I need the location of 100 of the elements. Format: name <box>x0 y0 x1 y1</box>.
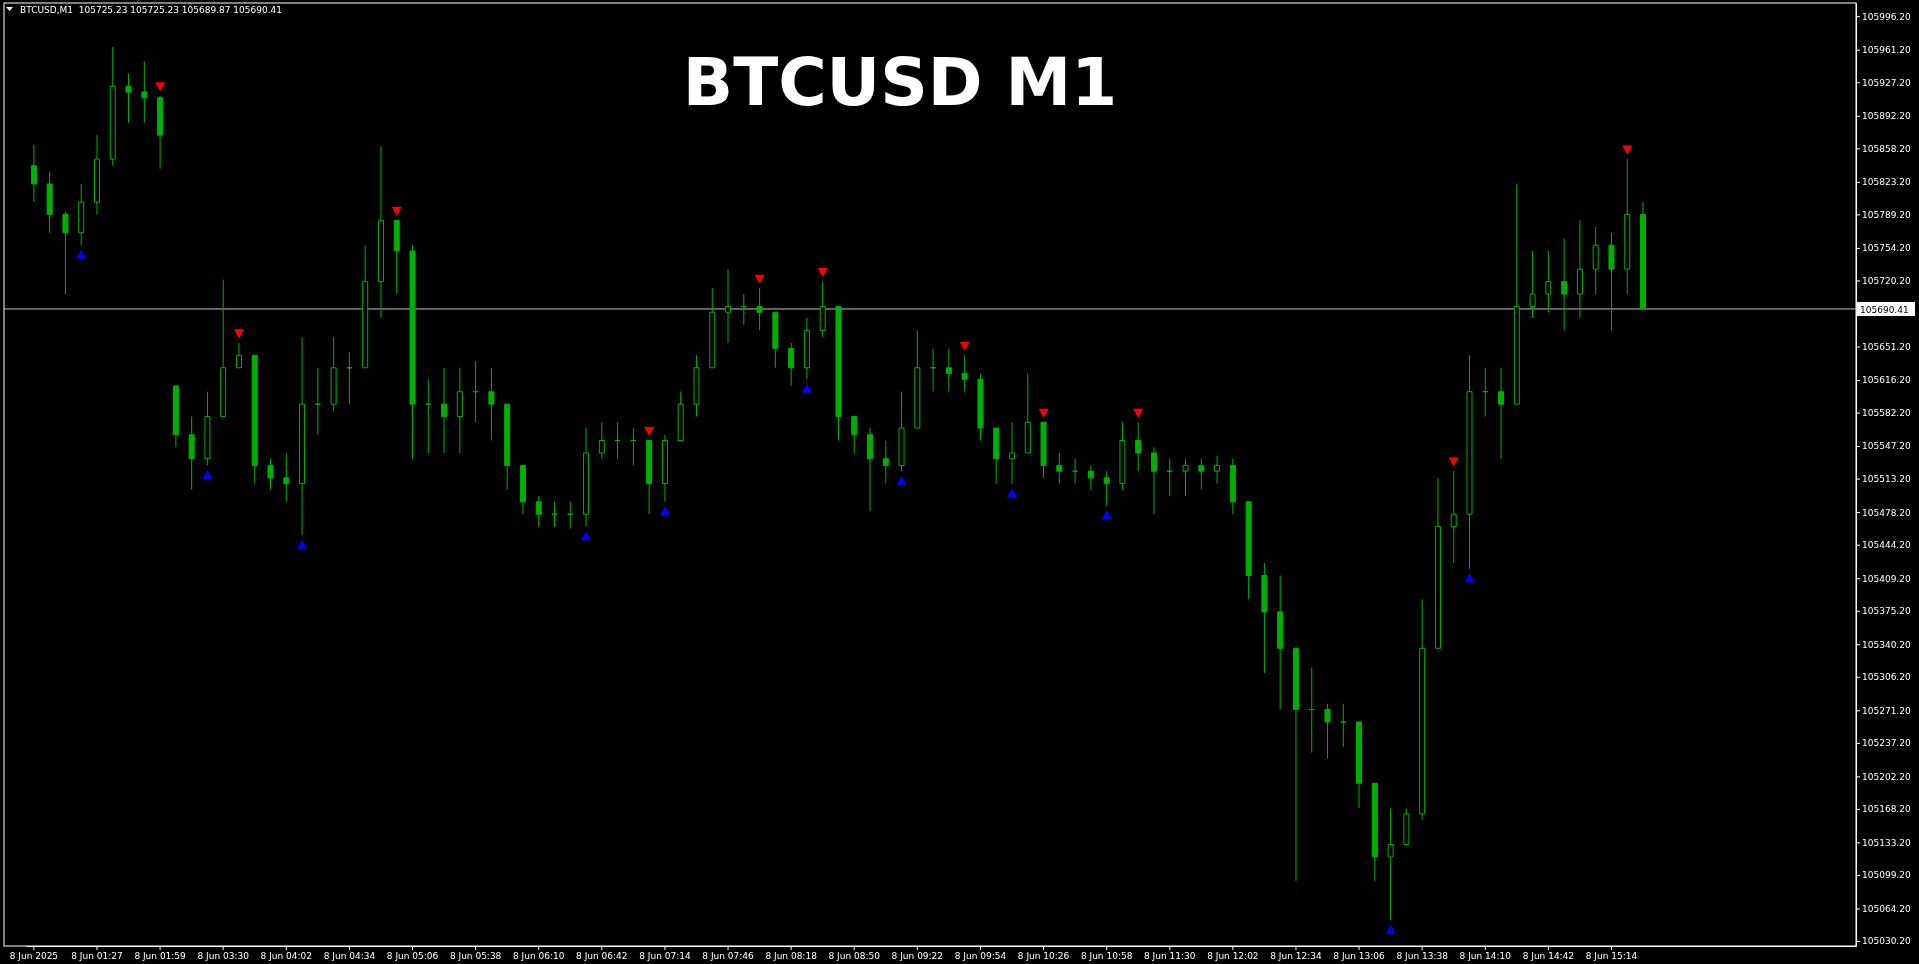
x-tick-label: 8 Jun 08:18 <box>765 951 818 962</box>
candlestick <box>1624 158 1631 295</box>
candlestick <box>1371 782 1378 882</box>
y-tick-label: 105168.20 <box>1862 804 1911 815</box>
candlestick <box>535 495 542 528</box>
candlestick <box>456 367 463 454</box>
candlestick <box>677 391 684 442</box>
candlestick <box>1608 232 1615 331</box>
candlestick <box>93 134 100 216</box>
candlestick <box>1072 458 1079 485</box>
candlestick <box>1261 562 1268 674</box>
point <box>801 383 812 393</box>
y-tick-label: 105754.20 <box>1862 243 1911 254</box>
point <box>202 469 213 479</box>
y-tick-label: 105927.20 <box>1862 77 1911 88</box>
x-tick-label: 8 Jun 14:10 <box>1459 951 1512 962</box>
y-tick-label: 105478.20 <box>1862 507 1911 518</box>
candlestick <box>977 373 984 442</box>
candlestick <box>220 279 227 418</box>
point <box>1385 924 1396 934</box>
candlestick <box>157 95 164 170</box>
point <box>659 506 670 516</box>
x-tick-label: 8 Jun 13:06 <box>1333 951 1386 962</box>
y-tick-label: 105720.20 <box>1862 275 1911 286</box>
candlestick <box>851 416 858 454</box>
candlestick <box>1135 421 1142 472</box>
y-tick-label: 105513.20 <box>1862 474 1911 484</box>
candlestick <box>504 403 511 490</box>
candlestick <box>1466 354 1473 570</box>
y-tick-label: 105030.20 <box>1862 936 1911 947</box>
point <box>754 274 765 284</box>
x-tick-label: 8 Jun 07:14 <box>639 951 691 962</box>
ref-line-label: 105690.41 <box>1860 304 1909 315</box>
candlestick <box>330 336 337 412</box>
x-tick-label: 8 Jun 06:42 <box>576 951 628 962</box>
candlestick <box>567 501 574 530</box>
y-tick-label: 105306.20 <box>1862 672 1911 683</box>
candlestick <box>362 244 369 369</box>
candlestick <box>1513 183 1520 405</box>
candlestick <box>1419 598 1426 821</box>
point <box>1464 573 1475 583</box>
candlestick <box>740 293 747 326</box>
candlestick <box>30 144 37 203</box>
candlestick <box>314 367 321 436</box>
candlestick <box>803 317 810 380</box>
y-tick-label: 105271.20 <box>1862 705 1911 716</box>
candlestick <box>1229 458 1236 515</box>
candlestick <box>346 351 353 405</box>
candlestick <box>1576 219 1583 319</box>
candlestick <box>141 60 148 124</box>
candlestick <box>1545 250 1552 313</box>
annotation: BTCUSD,M1 105725.23 105725.23 105689.87 105690.41 <box>20 5 282 15</box>
candlestick <box>1529 250 1536 319</box>
candlestick <box>1056 452 1063 485</box>
candlestick <box>788 342 795 387</box>
y-tick-label: 105961.20 <box>1862 45 1911 56</box>
candlestick <box>1387 807 1394 921</box>
candlestick <box>267 458 274 490</box>
candlestick <box>1103 470 1110 507</box>
candlestick <box>693 354 700 418</box>
candlestick <box>1308 666 1315 754</box>
x-tick-label: 8 Jun 09:22 <box>891 951 944 962</box>
candlestick <box>867 427 874 512</box>
y-tick-label: 105202.20 <box>1862 771 1911 782</box>
candlestick <box>172 385 179 448</box>
x-tick-label: 8 Jun 10:58 <box>1080 951 1133 962</box>
x-tick-label: 8 Jun 12:34 <box>1270 951 1322 962</box>
y-tick-label: 105340.20 <box>1862 639 1911 650</box>
y-tick-label: 105582.20 <box>1862 407 1911 418</box>
x-tick-label: 8 Jun 01:59 <box>134 951 187 962</box>
candlestick <box>283 452 290 503</box>
candlestick <box>1640 201 1647 310</box>
y-tick-label: 105237.20 <box>1862 738 1911 749</box>
x-tick-label: 8 Jun 2025 <box>9 951 59 962</box>
candlestick <box>251 354 258 485</box>
y-tick-label: 105789.20 <box>1862 209 1911 220</box>
x-tick-label: 8 Jun 03:30 <box>197 951 250 962</box>
candlestick <box>819 281 826 338</box>
candlestick <box>914 329 921 429</box>
candlestick <box>441 367 448 454</box>
point <box>644 426 655 436</box>
x-tick-label: 8 Jun 14:42 <box>1522 951 1575 962</box>
candlestick <box>882 440 889 485</box>
y-tick-label: 105651.20 <box>1862 341 1911 352</box>
candlestick <box>1214 455 1221 485</box>
candlestick <box>1292 647 1299 882</box>
candlestick <box>930 348 937 393</box>
x-tick-label: 8 Jun 09:54 <box>954 951 1007 962</box>
y-tick-label: 105892.20 <box>1862 111 1911 122</box>
point <box>959 341 970 351</box>
candlestick <box>1434 477 1441 649</box>
point <box>155 82 166 92</box>
candlestick <box>614 421 621 460</box>
candlestick <box>1498 367 1505 460</box>
x-tick-label: 8 Jun 05:06 <box>386 951 439 962</box>
y-tick-label: 105823.20 <box>1862 177 1911 188</box>
point <box>1448 457 1459 467</box>
candlestick <box>1450 470 1457 564</box>
candlestick <box>898 391 905 472</box>
x-tick-label: 8 Jun 01:27 <box>71 951 123 962</box>
